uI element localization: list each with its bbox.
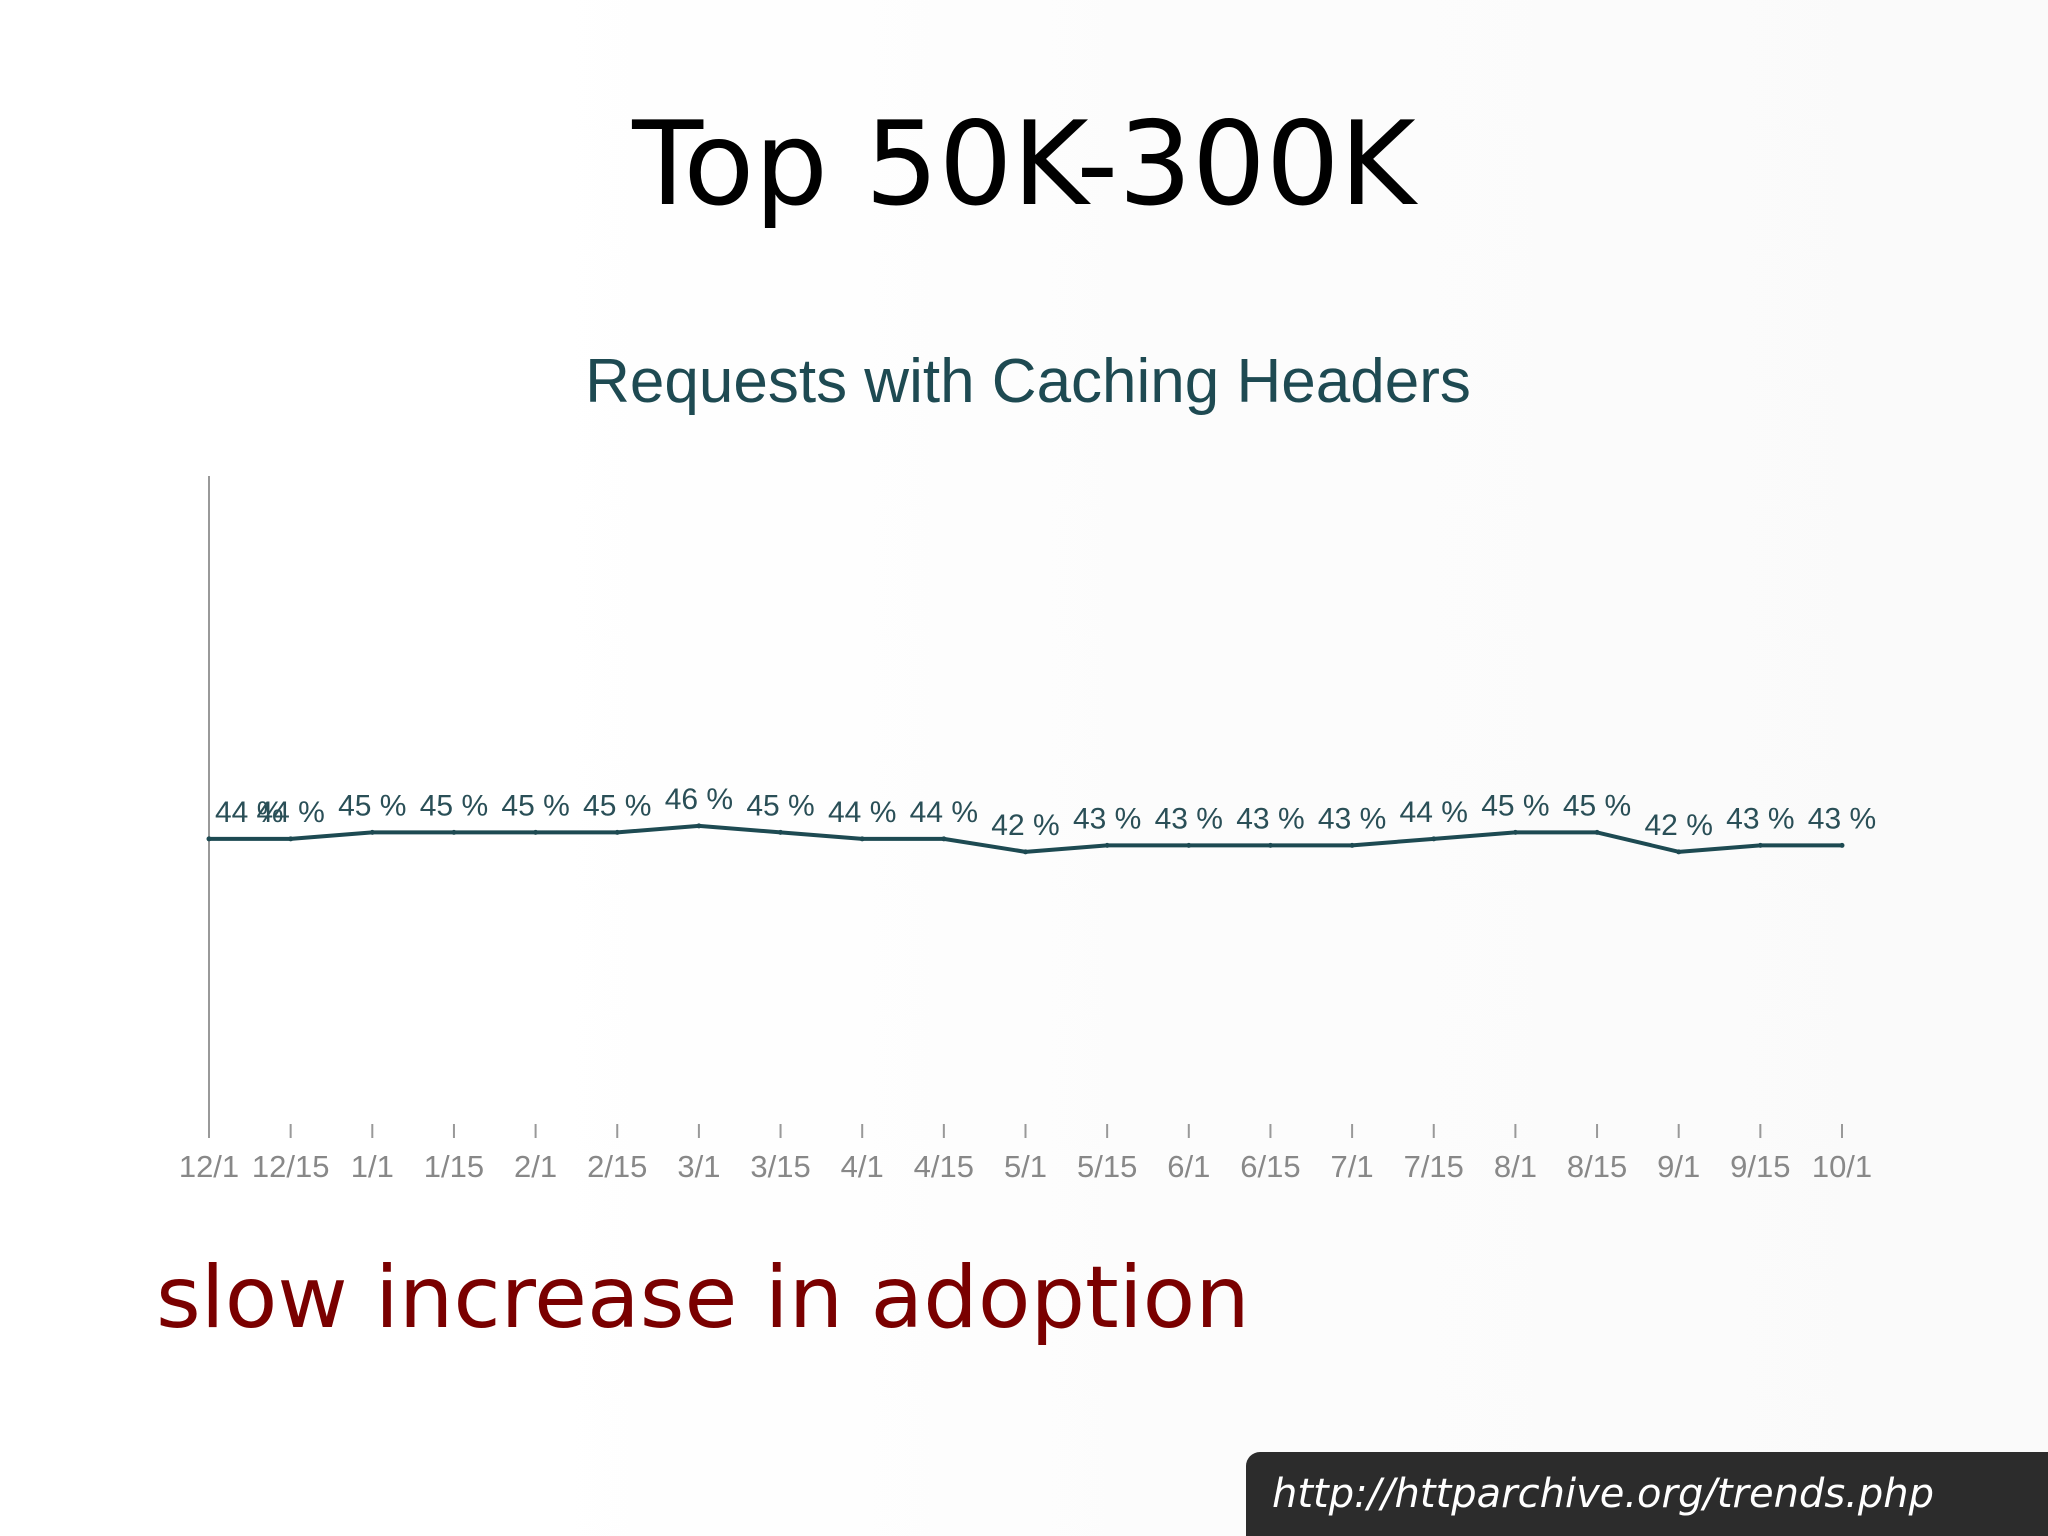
x-tick-label-9: 4/15 — [914, 1149, 974, 1184]
chart-title: Requests with Caching Headers — [585, 347, 1471, 416]
data-label-8: 44 % — [828, 796, 896, 829]
series-0-point-16 — [1512, 829, 1518, 835]
series-0-point-7 — [778, 829, 784, 835]
series-0-point-2 — [369, 829, 375, 835]
data-label-17: 45 % — [1563, 789, 1631, 822]
data-label-0: 44 % — [215, 796, 283, 829]
series-0-point-11 — [1104, 842, 1110, 848]
series-0-point-15 — [1431, 836, 1437, 842]
x-tick-label-6: 3/1 — [677, 1149, 720, 1184]
data-label-3: 45 % — [420, 789, 488, 822]
data-label-16: 45 % — [1481, 789, 1549, 822]
x-tick-label-8: 4/1 — [841, 1149, 884, 1184]
data-label-2: 45 % — [338, 789, 406, 822]
series-0-point-6 — [696, 823, 702, 829]
data-label-1: 44 % — [256, 796, 324, 829]
series-0-point-12 — [1186, 842, 1192, 848]
series-0-point-9 — [941, 836, 947, 842]
data-label-12: 43 % — [1155, 802, 1223, 835]
series-0-point-18 — [1676, 849, 1682, 855]
x-tick-label-17: 8/15 — [1567, 1149, 1627, 1184]
series-0-point-19 — [1757, 842, 1763, 848]
slide-caption: slow increase in adoption — [156, 1248, 1250, 1348]
x-tick-label-19: 9/15 — [1730, 1149, 1790, 1184]
series-0-point-8 — [859, 836, 865, 842]
data-label-13: 43 % — [1236, 802, 1304, 835]
x-tick-label-18: 9/1 — [1657, 1149, 1700, 1184]
data-label-4: 45 % — [501, 789, 569, 822]
series-0-point-10 — [1023, 849, 1028, 855]
series-0-point-13 — [1267, 842, 1273, 848]
x-tick-label-12: 6/1 — [1167, 1149, 1210, 1184]
data-label-20: 43 % — [1808, 802, 1876, 835]
x-tick-label-15: 7/15 — [1404, 1149, 1464, 1184]
series-0-point-0 — [206, 836, 212, 842]
source-link-box: http://httparchive.org/trends.php — [1246, 1452, 2048, 1536]
x-tick-label-20: 10/1 — [1812, 1149, 1872, 1184]
data-label-10: 42 % — [991, 809, 1059, 842]
data-label-18: 42 % — [1645, 809, 1713, 842]
x-tick-label-0: 12/1 — [179, 1149, 239, 1184]
series-0-point-20 — [1839, 842, 1845, 848]
source-link[interactable]: http://httparchive.org/trends.php — [1272, 1471, 1935, 1517]
series-0-point-3 — [451, 829, 457, 835]
data-label-19: 43 % — [1726, 802, 1794, 835]
series-0-point-1 — [288, 836, 294, 842]
data-label-9: 44 % — [910, 796, 978, 829]
series-0-point-17 — [1594, 829, 1600, 835]
x-tick-label-4: 2/1 — [514, 1149, 557, 1184]
x-tick-label-3: 1/15 — [424, 1149, 484, 1184]
data-label-14: 43 % — [1318, 802, 1386, 835]
data-label-15: 44 % — [1400, 796, 1468, 829]
data-label-11: 43 % — [1073, 802, 1141, 835]
x-tick-label-16: 8/1 — [1494, 1149, 1537, 1184]
x-tick-label-1: 12/15 — [252, 1149, 330, 1184]
data-label-7: 45 % — [746, 789, 814, 822]
x-tick-label-7: 3/15 — [750, 1149, 810, 1184]
data-label-5: 45 % — [583, 789, 651, 822]
series-0-point-5 — [614, 829, 620, 835]
slide-title: Top 50K-300K — [632, 97, 1416, 232]
x-tick-label-5: 2/15 — [587, 1149, 647, 1184]
data-label-6: 46 % — [665, 783, 733, 816]
x-tick-label-2: 1/1 — [351, 1149, 394, 1184]
series-0-point-4 — [533, 829, 539, 835]
x-tick-label-11: 5/15 — [1077, 1149, 1137, 1184]
x-tick-label-13: 6/15 — [1240, 1149, 1300, 1184]
x-tick-label-14: 7/1 — [1331, 1149, 1374, 1184]
series-0-point-14 — [1349, 842, 1355, 848]
x-tick-label-10: 5/1 — [1004, 1149, 1047, 1184]
